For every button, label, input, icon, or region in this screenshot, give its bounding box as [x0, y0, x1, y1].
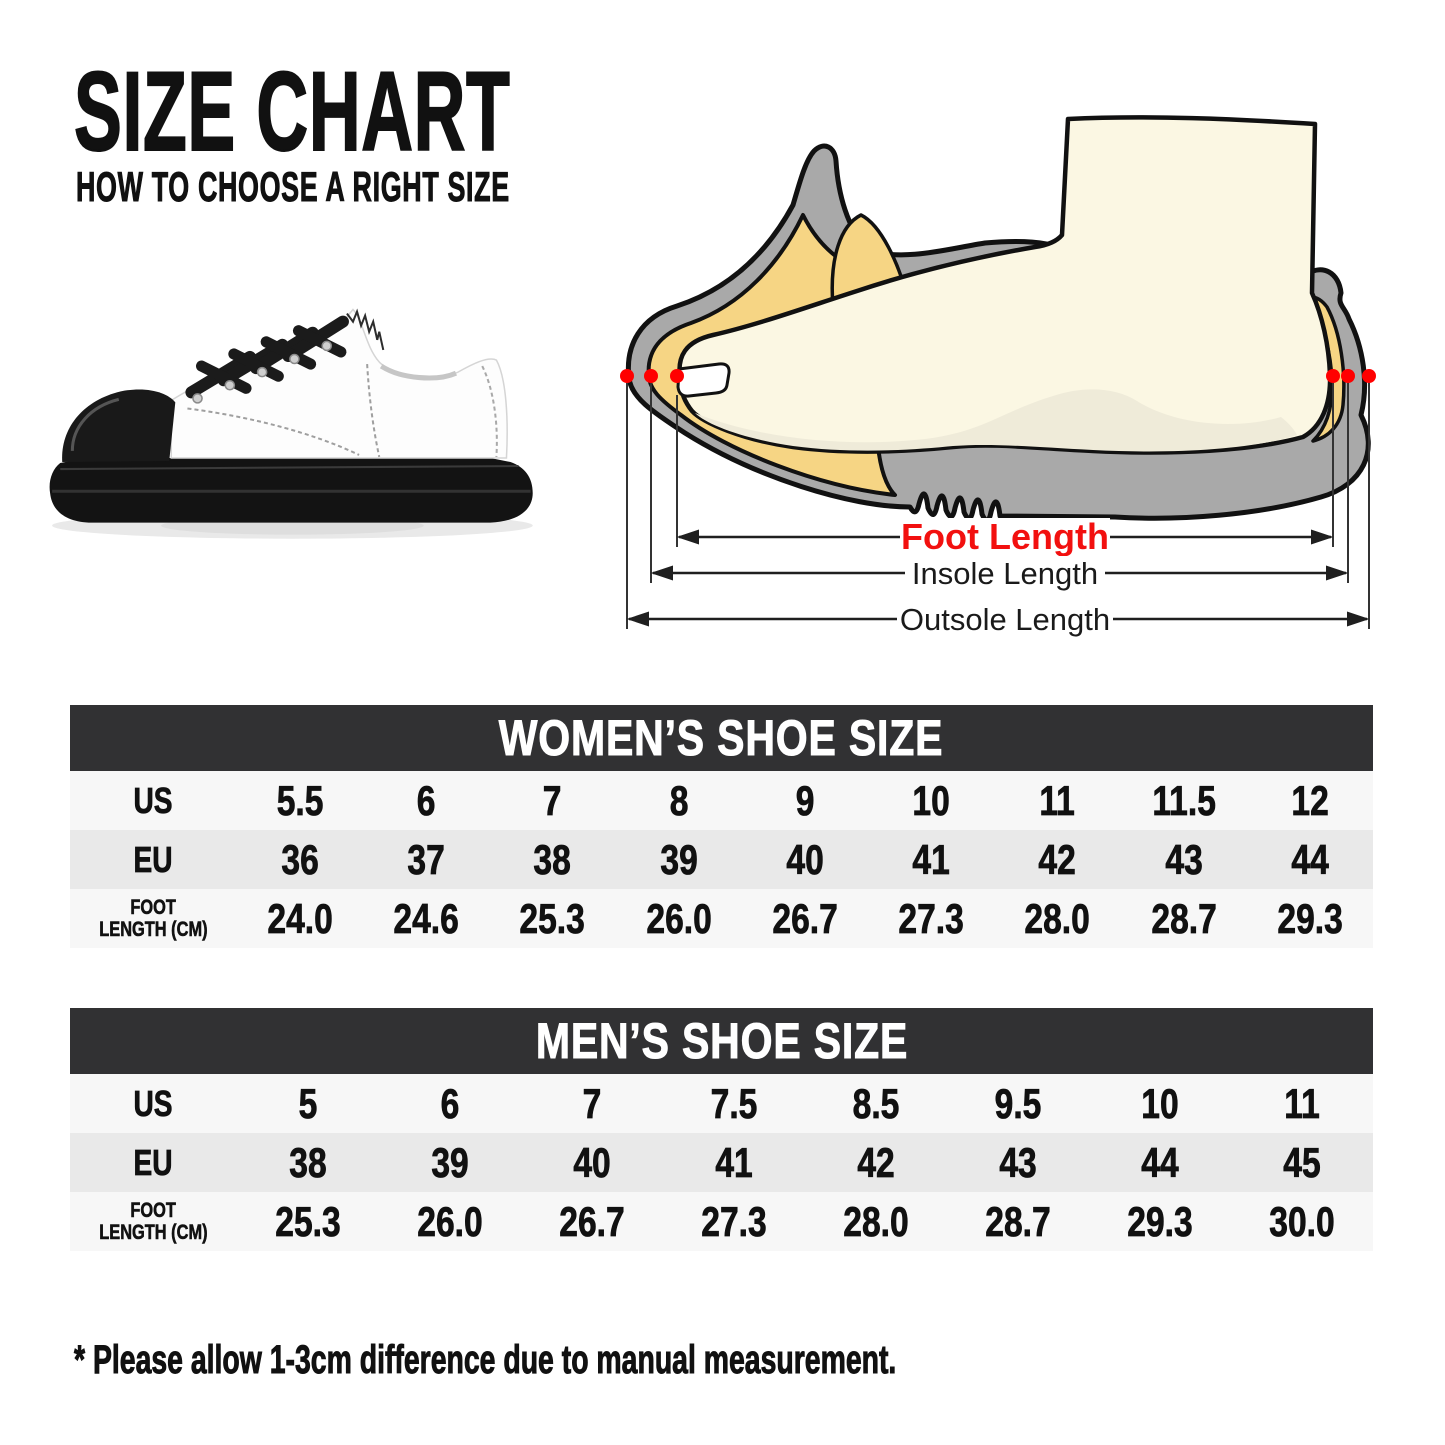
men-row-eu: EU 38 39 40 41 42 43 44 45	[70, 1133, 1373, 1192]
page-subtitle: HOW TO CHOOSE A RIGHT SIZE	[76, 163, 510, 210]
size-value: 26.0	[646, 894, 712, 942]
toenail	[676, 362, 731, 398]
size-value: 26.0	[417, 1197, 483, 1245]
size-value: 26.7	[772, 894, 838, 942]
size-value: 29.3	[1127, 1197, 1193, 1245]
size-value: 8.5	[852, 1079, 900, 1127]
size-value: 38	[533, 835, 572, 883]
row-label: US	[133, 779, 174, 821]
size-value: 11	[1284, 1079, 1320, 1127]
size-value: 36	[281, 835, 319, 883]
size-value: 11.5	[1151, 776, 1216, 824]
men-size-table: MEN’S SHOE SIZE US 5 6 7 7.5 8.5 9.5 10 11 EU 3…	[70, 1008, 1373, 1251]
women-table-header: WOMEN’S SHOE SIZE	[70, 705, 1373, 771]
size-value: 10	[912, 776, 950, 824]
outsole-length-label: Outsole Length	[900, 602, 1110, 637]
size-value: 28.0	[843, 1197, 909, 1245]
insole-length-label: Insole Length	[912, 556, 1098, 591]
size-value: 8	[669, 776, 689, 824]
size-value: 41	[912, 835, 950, 883]
size-value: 10	[1141, 1079, 1179, 1127]
page-title: SIZE CHART	[73, 49, 511, 174]
size-value: 44	[1141, 1138, 1179, 1186]
size-value: 28.0	[1024, 894, 1091, 942]
size-value: 27.3	[701, 1197, 767, 1245]
measure-point-dots	[620, 369, 1376, 383]
women-table-title: WOMEN’S SHOE SIZE	[499, 710, 944, 767]
foot	[677, 115, 1333, 455]
size-value: 5.5	[276, 776, 324, 824]
size-value: 11	[1039, 776, 1076, 824]
size-value: 37	[407, 835, 446, 883]
foot-shading	[695, 389, 1297, 452]
size-value: 25.3	[519, 894, 586, 942]
foot-measurement-diagram: Foot Length Insole Length Outsole Length	[620, 115, 1376, 637]
size-value: 42	[1038, 835, 1077, 883]
size-value: 30.0	[1269, 1197, 1335, 1245]
size-value: 40	[786, 835, 824, 883]
size-value: 40	[573, 1138, 611, 1186]
foot-length-label: Foot Length	[901, 516, 1109, 557]
size-value: 43	[1164, 835, 1203, 883]
size-value: 39	[431, 1138, 469, 1186]
row-label: FOOT LENGTH (CM)	[99, 895, 208, 941]
eyelets	[192, 340, 333, 404]
size-value: 5	[298, 1079, 318, 1127]
size-value: 27.3	[898, 894, 964, 942]
guide-lines	[626, 382, 1370, 629]
women-size-table: WOMEN’S SHOE SIZE US 5.5 6 7 8 9 10 11 11.5 12 E…	[70, 705, 1373, 948]
size-value: 12	[1291, 776, 1329, 824]
size-value: 9.5	[994, 1079, 1042, 1127]
size-value: 26.7	[559, 1197, 625, 1245]
sneaker-illustration	[49, 308, 533, 539]
size-value: 24.6	[393, 894, 460, 942]
size-value: 44	[1291, 835, 1329, 883]
size-value: 25.3	[275, 1197, 341, 1245]
men-row-footlength: FOOT LENGTH (CM) 25.3 26.0 26.7 27.3 28.0 28.…	[70, 1192, 1373, 1251]
size-value: 43	[999, 1138, 1037, 1186]
size-value: 28.7	[985, 1197, 1051, 1245]
zigzag-stitching	[346, 308, 385, 351]
women-row-footlength: FOOT LENGTH (CM) 24.0 24.6 25.3 26.0 26.7 27.…	[70, 889, 1373, 948]
size-value: 6	[440, 1079, 460, 1127]
size-value: 7	[582, 1079, 602, 1127]
men-row-us: US 5 6 7 7.5 8.5 9.5 10 11	[70, 1074, 1373, 1133]
row-label: FOOT LENGTH (CM)	[99, 1198, 208, 1244]
size-value: 41	[715, 1138, 753, 1186]
row-label: US	[133, 1082, 174, 1124]
size-value: 24.0	[267, 894, 333, 942]
size-value: 38	[289, 1138, 327, 1186]
size-value: 39	[660, 835, 698, 883]
sneaker-toe-cap	[62, 389, 176, 462]
size-value: 7	[543, 776, 562, 824]
size-value: 45	[1283, 1138, 1321, 1186]
size-value: 9	[795, 776, 815, 824]
size-value: 28.7	[1150, 894, 1217, 942]
size-value: 6	[416, 776, 436, 824]
row-label: EU	[133, 1141, 174, 1183]
women-row-us: US 5.5 6 7 8 9 10 11 11.5 12	[70, 771, 1373, 830]
size-value: 7.5	[710, 1079, 758, 1127]
men-table-header: MEN’S SHOE SIZE	[70, 1008, 1373, 1074]
women-row-eu: EU 36 37 38 39 40 41 42 43 44	[70, 830, 1373, 889]
men-table-title: MEN’S SHOE SIZE	[535, 1013, 908, 1070]
size-value: 42	[857, 1138, 895, 1186]
size-value: 29.3	[1277, 894, 1343, 942]
row-label: EU	[133, 838, 174, 880]
footnote: * Please allow 1-3cm difference due to m…	[74, 1338, 897, 1382]
